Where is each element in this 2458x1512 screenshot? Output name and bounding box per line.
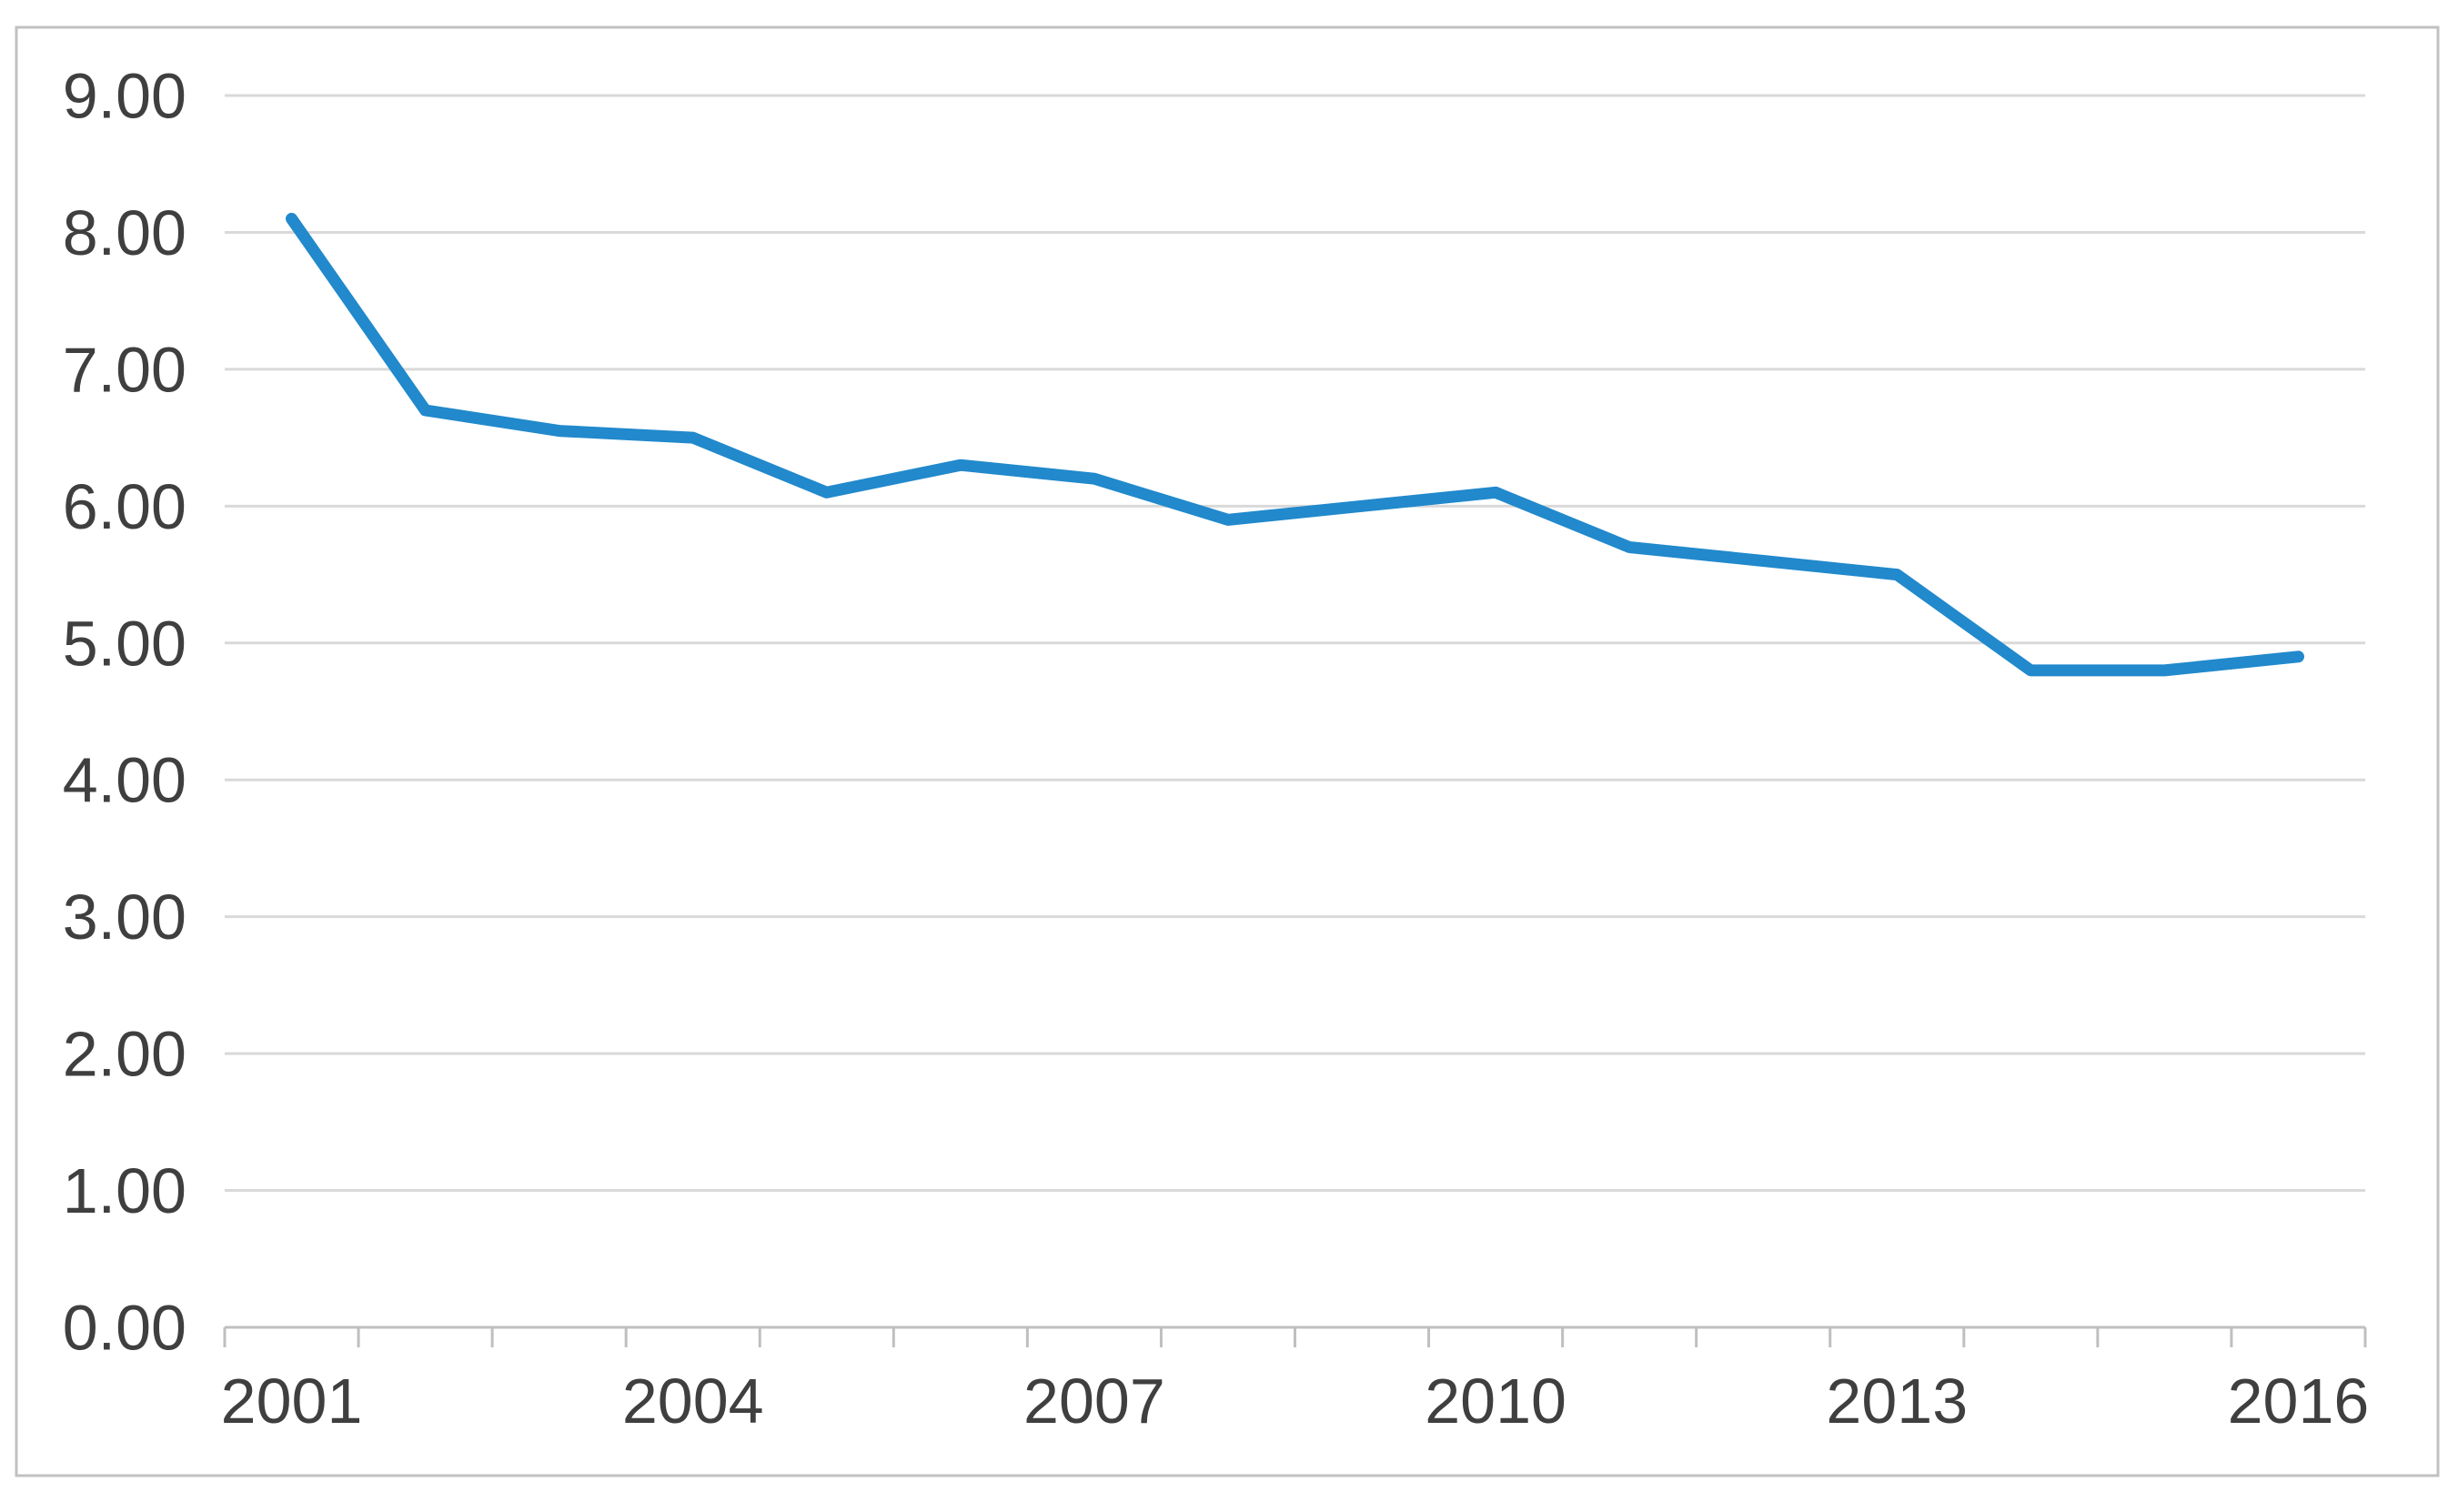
y-axis-tick-label: 5.00 <box>63 608 186 679</box>
x-axis-tick-label: 2016 <box>2228 1366 2370 1436</box>
chart-frame-border <box>15 25 2440 1477</box>
y-axis-tick-label: 4.00 <box>63 745 186 816</box>
y-axis-tick-label: 0.00 <box>63 1293 186 1364</box>
data-series-line <box>286 212 2304 677</box>
x-axis-tick-label: 2010 <box>1425 1366 1566 1436</box>
y-axis-tick-label: 7.00 <box>63 334 186 405</box>
y-axis-tick-label: 3.00 <box>63 882 186 953</box>
y-axis-tick-label: 2.00 <box>63 1019 186 1090</box>
x-axis-tick-label: 2001 <box>221 1366 363 1436</box>
x-axis-tick-label: 2007 <box>1023 1366 1165 1436</box>
y-axis-tick-label: 8.00 <box>63 197 186 268</box>
y-axis-tick-label: 1.00 <box>63 1155 186 1226</box>
y-axis-tick-label: 9.00 <box>63 61 186 132</box>
y-axis-tick-label: 6.00 <box>63 471 186 542</box>
x-axis-tick-label: 2004 <box>622 1366 764 1436</box>
x-axis-tick-label: 2013 <box>1826 1366 1968 1436</box>
